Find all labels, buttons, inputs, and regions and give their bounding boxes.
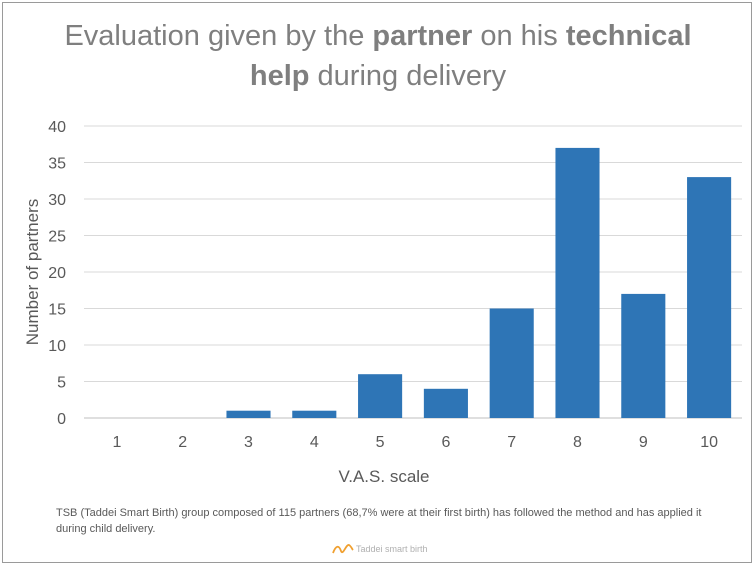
bar-8	[555, 147, 600, 418]
x-tick-labels: 1 2 3 4 5 6 7 8 9 10	[112, 434, 718, 451]
y-tick-label: 20	[48, 265, 66, 282]
x-tick-label: 5	[376, 434, 385, 451]
y-tick-label: 0	[57, 411, 66, 428]
y-tick-label: 10	[48, 338, 66, 355]
bar-5	[358, 374, 403, 418]
y-tick-label: 15	[48, 302, 66, 319]
logo: Taddei smart birth	[332, 540, 428, 558]
x-tick-label: 4	[310, 434, 319, 451]
x-tick-label: 3	[244, 434, 253, 451]
x-tick-label: 9	[639, 434, 648, 451]
logo-text: Taddei smart birth	[356, 544, 428, 554]
y-tick-label: 30	[48, 192, 66, 209]
x-tick-label: 6	[441, 434, 450, 451]
y-tick-label: 40	[48, 119, 66, 136]
chart-title-part: on his	[472, 20, 566, 52]
y-tick-label: 35	[48, 156, 66, 173]
bar-10	[687, 177, 732, 418]
chart-title-part: Evaluation given by the	[64, 20, 373, 52]
bars	[226, 147, 732, 418]
chart-title-part: during delivery	[309, 60, 507, 92]
bar-6	[423, 388, 468, 418]
chart-title-part: help	[249, 60, 310, 92]
bar-4	[292, 410, 337, 418]
x-tick-label: 7	[507, 434, 516, 451]
chart-title-part: technical	[565, 20, 692, 52]
bar-3	[226, 410, 271, 418]
x-tick-label: 1	[112, 434, 121, 451]
x-tick-label: 8	[573, 434, 582, 451]
x-tick-label: 2	[178, 434, 187, 451]
bar-7	[489, 308, 534, 418]
x-axis-label: V.A.S. scale	[338, 467, 429, 486]
y-tick-label: 25	[48, 229, 66, 246]
chart-title-part: partner	[372, 20, 473, 52]
taddei-smart-birth-logo-icon	[332, 544, 354, 554]
bar-9	[621, 293, 666, 418]
y-tick-labels: 0 5 10 15 20 25 30 35 40	[48, 119, 66, 428]
x-tick-label: 10	[700, 434, 718, 451]
y-tick-label: 5	[57, 375, 66, 392]
footnote: TSB (Taddei Smart Birth) group composed …	[56, 507, 702, 535]
chart-title: Evaluation given by the partner on his t…	[40, 16, 716, 96]
y-axis-label: Number of partners	[23, 199, 42, 345]
